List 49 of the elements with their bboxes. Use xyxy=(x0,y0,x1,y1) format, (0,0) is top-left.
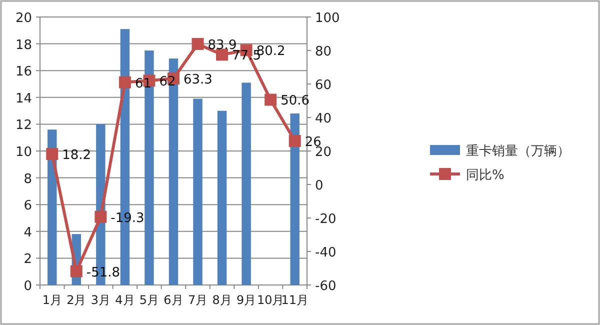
point xyxy=(70,265,82,278)
point xyxy=(94,210,107,223)
y-tick-label: 20 xyxy=(15,11,32,26)
y-tick-label: 0 xyxy=(24,279,32,294)
data-label: 18.2 xyxy=(62,148,92,164)
point xyxy=(118,76,131,88)
point xyxy=(264,94,277,106)
y-tick-label: 16 xyxy=(15,64,32,80)
point xyxy=(46,148,58,160)
legend-label: 重卡销量（万辆） xyxy=(466,144,570,159)
y-tick-label: 14 xyxy=(15,91,32,106)
y-tick-label: 6 xyxy=(24,198,32,214)
x-tick-label: 11月 xyxy=(281,293,309,307)
y2-tick-label: 40 xyxy=(315,112,332,126)
y2-tick-label: 80 xyxy=(315,44,332,60)
data-label: 83.9 xyxy=(208,38,237,53)
y2-tick-label: 0 xyxy=(315,178,324,194)
x-tick-label: 4月 xyxy=(115,293,135,307)
x-tick-label: 7月 xyxy=(188,293,208,307)
y2-tick-label: -60 xyxy=(315,279,336,294)
legend-label: 同比% xyxy=(466,168,504,183)
bar xyxy=(193,98,202,285)
y2-tick-label: 100 xyxy=(315,11,340,26)
point xyxy=(288,134,301,147)
bar xyxy=(290,113,300,285)
y2-tick-label: 60 xyxy=(315,78,332,93)
data-label: 62 xyxy=(159,74,176,90)
x-tick-label: 1月 xyxy=(42,293,62,307)
y-tick-label: 2 xyxy=(24,252,32,268)
x-tick-label: 6月 xyxy=(164,293,184,307)
x-tick-label: 9月 xyxy=(236,293,256,307)
y-tick-label: 4 xyxy=(24,225,32,240)
y2-tick-label: -20 xyxy=(315,212,336,227)
x-tick-label: 5月 xyxy=(139,293,160,307)
point xyxy=(216,48,228,61)
x-tick-label: 8月 xyxy=(212,293,232,307)
y-tick-label: 8 xyxy=(24,172,32,187)
data-label: 63.3 xyxy=(184,72,212,88)
x-tick-label: 3月 xyxy=(90,293,110,307)
point xyxy=(192,38,204,50)
y-tick-label: 12 xyxy=(15,118,32,134)
bar xyxy=(242,82,251,285)
y-tick-label: 18 xyxy=(15,38,32,53)
x-tick-label: 2月 xyxy=(66,293,86,307)
y2-tick-label: -40 xyxy=(315,246,336,260)
bar xyxy=(217,110,227,285)
y2-tick-label: 20 xyxy=(315,145,332,160)
data-label: 50.6 xyxy=(280,94,310,109)
y-tick-label: 10 xyxy=(15,145,32,160)
